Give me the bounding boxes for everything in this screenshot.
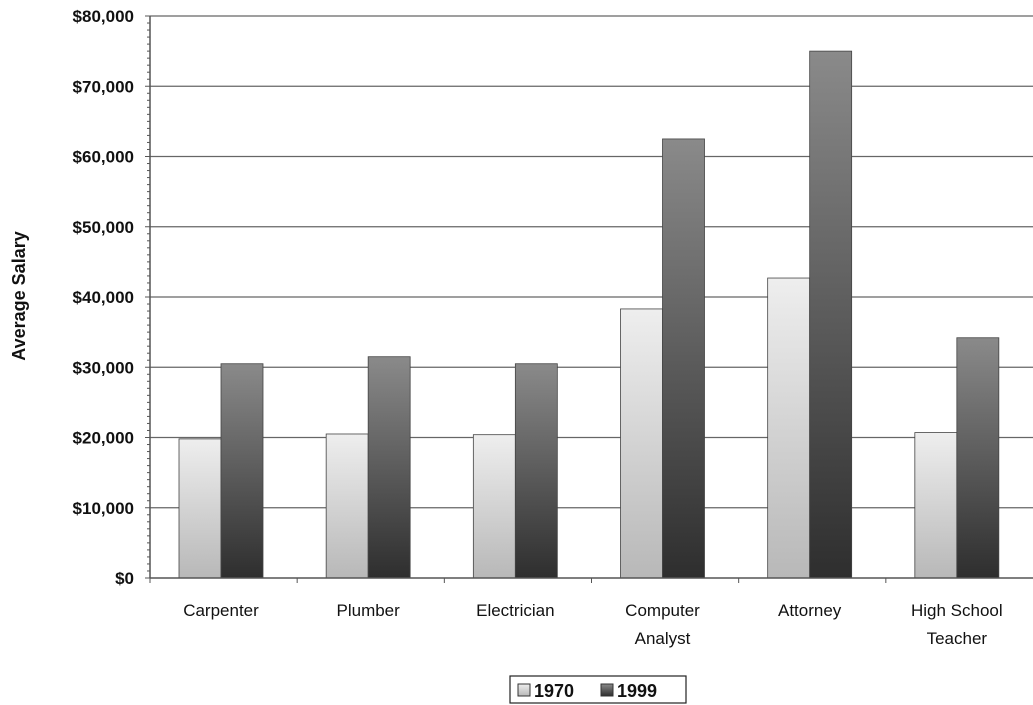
bar-1970-2 xyxy=(472,434,516,579)
bars xyxy=(178,50,1000,579)
bar-1999-5 xyxy=(956,337,1000,579)
bar-1970-4 xyxy=(767,277,811,579)
y-tick-label: $30,000 xyxy=(73,358,134,377)
x-tick-label: Plumber xyxy=(337,601,401,620)
legend-box xyxy=(509,675,687,704)
y-tick-label: $0 xyxy=(115,569,134,588)
bar-1999-1 xyxy=(367,356,411,579)
legend-swatch-1970 xyxy=(517,683,531,697)
y-tick-label: $60,000 xyxy=(73,148,134,167)
legend: 1970 1999 xyxy=(509,675,687,704)
x-tick-label: Teacher xyxy=(927,629,988,648)
bar-1970-1 xyxy=(325,433,369,579)
bar-1970-0 xyxy=(178,438,222,579)
x-tick-label: Computer xyxy=(625,601,700,620)
bar-1999-0 xyxy=(220,363,264,579)
bar-1970-3 xyxy=(620,308,663,579)
bar-1970-5 xyxy=(914,432,958,579)
y-tick-label: $80,000 xyxy=(73,7,134,26)
bar-1999-3 xyxy=(662,138,705,579)
legend-swatch-1999 xyxy=(600,683,614,697)
bar-1999-2 xyxy=(514,363,558,579)
y-axis-title: Average Salary xyxy=(9,231,29,360)
y-tick-label: $20,000 xyxy=(73,429,134,448)
x-tick-label: Attorney xyxy=(778,601,842,620)
y-tick-labels: $0 $10,000 $20,000 $30,000 $40,000 $50,000 $60… xyxy=(73,7,134,588)
legend-label-1999: 1999 xyxy=(617,681,657,701)
x-tick-label: Analyst xyxy=(635,629,691,648)
x-tick-label: Carpenter xyxy=(183,601,259,620)
y-tick-label: $70,000 xyxy=(73,77,134,96)
y-tick-label: $50,000 xyxy=(73,218,134,237)
x-tick-labels: Carpenter Plumber Electrician Computer Analy… xyxy=(183,601,1002,648)
x-tick-label: Electrician xyxy=(476,601,554,620)
bar-1999-4 xyxy=(809,50,853,579)
y-tick-label: $40,000 xyxy=(73,288,134,307)
legend-label-1970: 1970 xyxy=(534,681,574,701)
axes xyxy=(145,15,1033,583)
y-tick-label: $10,000 xyxy=(73,499,134,518)
x-tick-label: High School xyxy=(911,601,1003,620)
gridlines xyxy=(150,15,1033,509)
